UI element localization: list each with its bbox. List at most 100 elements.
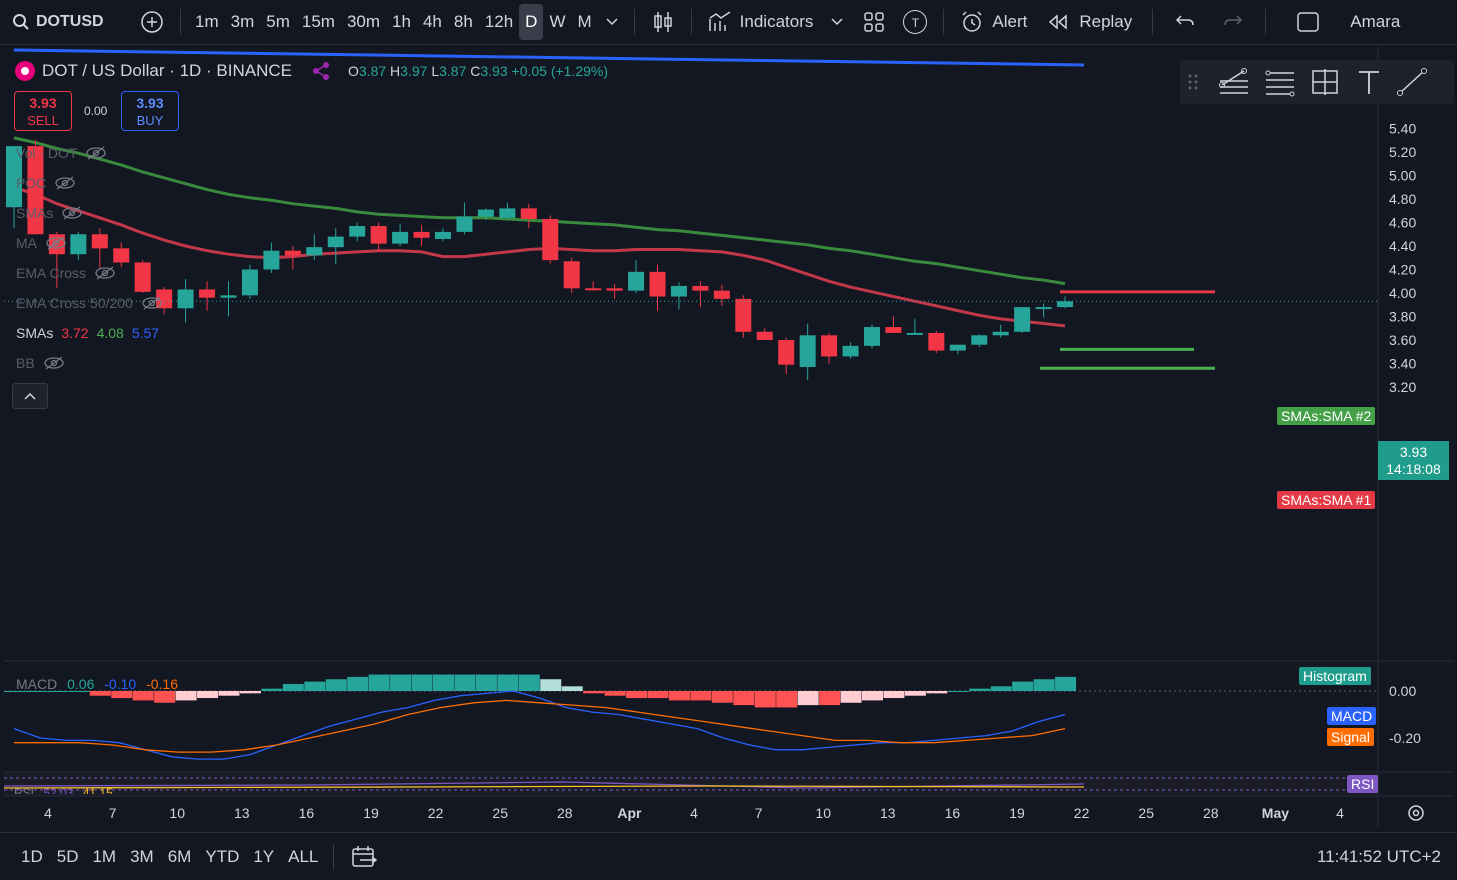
text-tool-icon[interactable]	[1356, 67, 1382, 97]
measure-brush-icon[interactable]	[1396, 67, 1428, 97]
bb-legend[interactable]: BB	[16, 355, 65, 371]
layouts-button[interactable]	[853, 0, 895, 44]
eye-off-icon[interactable]	[85, 146, 107, 160]
range-1d[interactable]: 1D	[21, 846, 43, 866]
range-1y[interactable]: 1Y	[253, 846, 275, 866]
t-button[interactable]: T	[895, 0, 935, 44]
eye-off-icon[interactable]	[141, 296, 163, 310]
timeframe-D[interactable]: D	[519, 4, 544, 40]
price-axis-label: 4.40	[1389, 238, 1416, 254]
last-price-value: 3.93	[1399, 444, 1428, 460]
candle-body	[885, 327, 902, 333]
range-all[interactable]: ALL	[288, 846, 319, 866]
divider	[180, 9, 181, 35]
trend-lines-icon[interactable]	[1218, 67, 1250, 97]
indicators-button[interactable]: Indicators	[700, 0, 822, 44]
patterns-icon[interactable]	[1310, 67, 1342, 97]
indicator-legend-item[interactable]: Vol · DOT	[16, 145, 107, 161]
time-axis-label: 4	[690, 805, 698, 821]
clock[interactable]: 11:41:52 UTC+2	[1317, 846, 1441, 866]
fib-icon[interactable]	[1264, 67, 1296, 97]
rsi-ma-line	[4, 785, 1085, 789]
chart-type-button[interactable]	[643, 0, 683, 44]
sell-button[interactable]: 3.93 SELL	[14, 91, 72, 131]
macd-histogram-bar	[518, 674, 540, 691]
timeframe-12h[interactable]: 12h	[484, 12, 514, 31]
timeframe-4h[interactable]: 4h	[422, 12, 442, 31]
timeframe-5m[interactable]: 5m	[266, 12, 290, 31]
macd-legend[interactable]: MACD 0.06 -0.10 -0.16	[16, 676, 178, 692]
price-axis-label: 4.20	[1389, 262, 1416, 278]
smas-legend[interactable]: SMAs 3.72 4.08 5.57	[16, 325, 160, 341]
macd-histogram-bar	[1055, 676, 1077, 691]
candle-body	[199, 289, 216, 298]
time-axis-label: 22	[1074, 805, 1090, 821]
indicator-legend-item[interactable]: EMA Cross 50/200	[16, 295, 163, 311]
range-5d[interactable]: 5D	[56, 846, 79, 866]
macd-histogram-bar	[368, 674, 390, 691]
candle-body	[327, 236, 344, 248]
range-3m[interactable]: 3M	[130, 846, 154, 866]
calendar-icon[interactable]	[350, 844, 378, 870]
macd-histogram-bar	[561, 686, 583, 691]
timeframe-30m[interactable]: 30m	[346, 12, 381, 31]
macd-histogram-bar	[497, 674, 519, 691]
macd-histogram-bar	[304, 681, 326, 691]
timeframe-15m[interactable]: 15m	[301, 12, 335, 31]
eye-off-icon[interactable]	[45, 236, 67, 250]
settings-gear-icon[interactable]	[1408, 805, 1424, 821]
candle-body	[306, 247, 323, 256]
eye-off-icon[interactable]	[43, 356, 65, 370]
timeframe-dropdown[interactable]	[598, 0, 626, 44]
indicator-legend-item[interactable]: POC	[16, 175, 76, 191]
replay-button[interactable]: Replay	[1035, 0, 1144, 44]
alert-button[interactable]: Alert	[952, 0, 1035, 44]
range-1m[interactable]: 1M	[92, 846, 117, 866]
undo-button[interactable]	[1161, 0, 1209, 44]
timeframe-8h[interactable]: 8h	[453, 12, 473, 31]
time-axis-label: 10	[169, 805, 185, 821]
macd-histogram-bar	[1012, 681, 1034, 691]
buy-button[interactable]: 3.93 BUY	[121, 91, 179, 131]
compare-button[interactable]	[132, 0, 172, 44]
fullscreen-button[interactable]	[1274, 0, 1336, 44]
indicator-legend-item[interactable]: MA	[16, 235, 67, 251]
candle-body	[27, 146, 44, 235]
eye-off-icon[interactable]	[94, 266, 116, 280]
share-icon[interactable]	[312, 62, 330, 80]
time-axis-label: 7	[755, 805, 763, 821]
time-axis-label: Apr	[617, 805, 642, 821]
range-ytd[interactable]: YTD	[205, 846, 240, 866]
drag-handle-icon[interactable]	[1186, 72, 1200, 92]
price-axis-label: 5.20	[1389, 144, 1416, 160]
symbol-search[interactable]: DOTUSD	[0, 0, 132, 44]
time-axis-label: May	[1262, 805, 1289, 821]
price-chart[interactable]: 5.40 5.20 5.00 4.80 4.60 4.40 4.20 4.00 3.80 3.60…	[4, 47, 1454, 827]
eye-off-icon[interactable]	[61, 206, 83, 220]
macd-histogram-bar	[540, 679, 562, 691]
rsi-tag: RSI	[1347, 775, 1379, 793]
bottom-toolbar: 1D 5D 1M 3M 6M YTD 1Y ALL 11:41:52 UTC+2	[0, 832, 1457, 880]
timeframe-3m[interactable]: 3m	[230, 12, 255, 31]
timeframe-1m[interactable]: 1m	[195, 12, 219, 31]
rsi-legend[interactable]: RSI 52.03 41.15	[14, 786, 113, 794]
indicators-dropdown[interactable]	[821, 0, 853, 44]
range-6m[interactable]: 6M	[167, 846, 192, 866]
indicator-legend-item[interactable]: SMAs	[16, 205, 83, 221]
candle-body	[670, 285, 687, 297]
macd-histogram-bar	[904, 691, 926, 696]
indicator-legend-item[interactable]: EMA Cross	[16, 265, 116, 281]
timeframe-M[interactable]: M	[577, 12, 592, 31]
time-axis-label: 13	[880, 805, 896, 821]
macd-histogram-bar	[668, 691, 690, 701]
collapse-legend-button[interactable]	[12, 383, 48, 409]
chevron-down-icon	[831, 18, 843, 26]
candle-body	[392, 231, 409, 244]
sell-label: SELL	[27, 113, 59, 128]
candle-body	[91, 234, 108, 249]
macd-histogram-bar	[347, 676, 369, 691]
timeframe-W[interactable]: W	[549, 12, 566, 31]
eye-off-icon[interactable]	[54, 176, 76, 190]
user-menu[interactable]: Amara	[1336, 0, 1400, 44]
timeframe-1h[interactable]: 1h	[392, 12, 411, 31]
